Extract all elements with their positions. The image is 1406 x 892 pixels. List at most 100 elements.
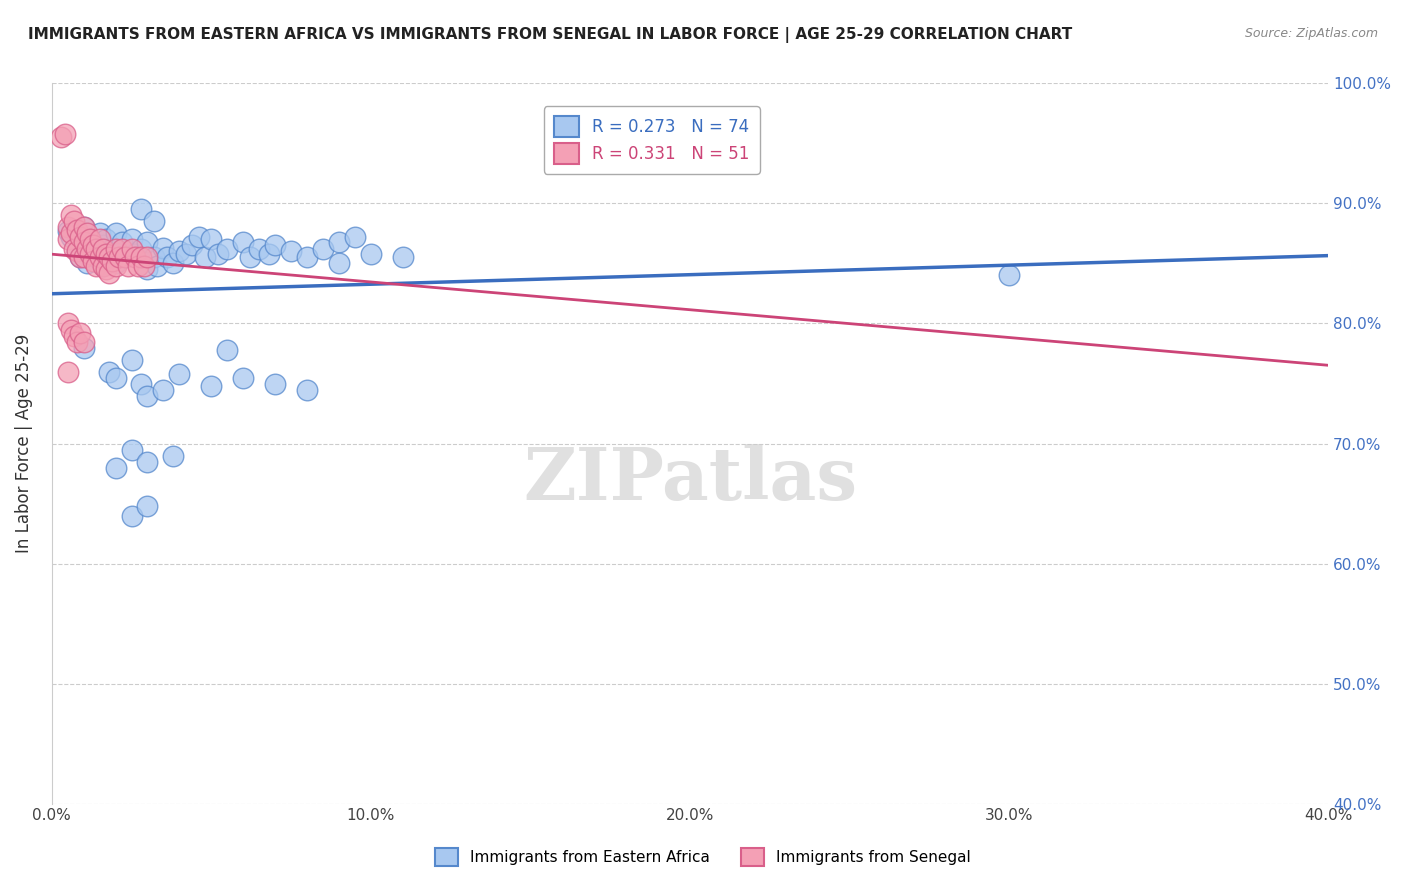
Point [181, 238, 204, 252]
Point [98, 364, 121, 378]
Point [169, 244, 191, 259]
Point [76, 256, 98, 270]
Point [142, 214, 165, 228]
Point [94, 232, 117, 246]
Point [129, 242, 152, 256]
Point [69, 251, 91, 265]
Point [66, 244, 89, 259]
Point [66, 223, 89, 237]
Point [295, 383, 318, 397]
Point [136, 499, 159, 513]
Point [136, 262, 159, 277]
Point [98, 251, 121, 265]
Point [312, 242, 335, 256]
Point [101, 242, 124, 256]
Point [174, 247, 197, 261]
Point [129, 202, 152, 217]
Point [127, 259, 149, 273]
Point [82, 254, 104, 268]
Point [89, 251, 111, 265]
Point [232, 370, 254, 384]
Point [91, 259, 114, 273]
Point [200, 379, 222, 393]
Point [360, 247, 382, 261]
Point [94, 262, 117, 277]
Point [101, 254, 124, 268]
Point [124, 251, 146, 265]
Point [73, 235, 96, 249]
Point [53, 127, 76, 141]
Point [82, 244, 104, 259]
Point [104, 256, 127, 270]
Text: ZIPatlas: ZIPatlas [523, 444, 858, 515]
Point [207, 247, 229, 261]
Point [104, 227, 127, 241]
Point [79, 247, 101, 261]
Point [76, 242, 98, 256]
Point [264, 238, 287, 252]
Point [63, 328, 86, 343]
Point [73, 341, 96, 355]
Point [117, 259, 139, 273]
Point [59, 227, 82, 241]
Point [121, 442, 143, 457]
Point [82, 238, 104, 252]
Point [129, 376, 152, 391]
Point [56, 224, 79, 238]
Point [56, 232, 79, 246]
Text: Source: ZipAtlas.com: Source: ZipAtlas.com [1244, 27, 1378, 40]
Point [121, 232, 143, 246]
Point [121, 352, 143, 367]
Point [56, 220, 79, 235]
Point [152, 241, 174, 255]
Point [79, 232, 101, 246]
Point [217, 343, 239, 357]
Legend: R = 0.273   N = 74, R = 0.331   N = 51: R = 0.273 N = 74, R = 0.331 N = 51 [544, 106, 759, 174]
Point [66, 244, 89, 259]
Point [56, 317, 79, 331]
Point [69, 251, 91, 265]
Point [328, 256, 350, 270]
Point [76, 227, 98, 241]
Point [69, 326, 91, 340]
Point [66, 334, 89, 349]
Point [998, 268, 1021, 283]
Point [328, 235, 350, 249]
Point [69, 230, 91, 244]
Point [156, 251, 179, 265]
Point [264, 376, 287, 391]
Legend: Immigrants from Eastern Africa, Immigrants from Senegal: Immigrants from Eastern Africa, Immigran… [426, 838, 980, 875]
Point [73, 334, 96, 349]
Point [136, 454, 159, 468]
Point [247, 242, 270, 256]
Point [232, 235, 254, 249]
Point [152, 383, 174, 397]
Point [107, 251, 129, 265]
Point [257, 247, 280, 261]
Point [146, 259, 169, 273]
Point [63, 214, 86, 228]
Point [343, 230, 366, 244]
Point [111, 242, 134, 256]
Point [91, 238, 114, 252]
Point [89, 232, 111, 246]
Point [89, 227, 111, 241]
Point [104, 242, 127, 256]
Point [295, 251, 318, 265]
Point [200, 232, 222, 246]
Point [73, 238, 96, 252]
Point [94, 247, 117, 261]
Point [59, 209, 82, 223]
Point [91, 242, 114, 256]
Point [136, 251, 159, 265]
Point [121, 242, 143, 256]
Point [59, 230, 82, 244]
Point [56, 364, 79, 378]
Point [187, 230, 209, 244]
Point [79, 232, 101, 246]
Point [239, 251, 262, 265]
Point [162, 449, 184, 463]
Point [73, 220, 96, 235]
Point [86, 242, 108, 256]
Point [124, 247, 146, 261]
